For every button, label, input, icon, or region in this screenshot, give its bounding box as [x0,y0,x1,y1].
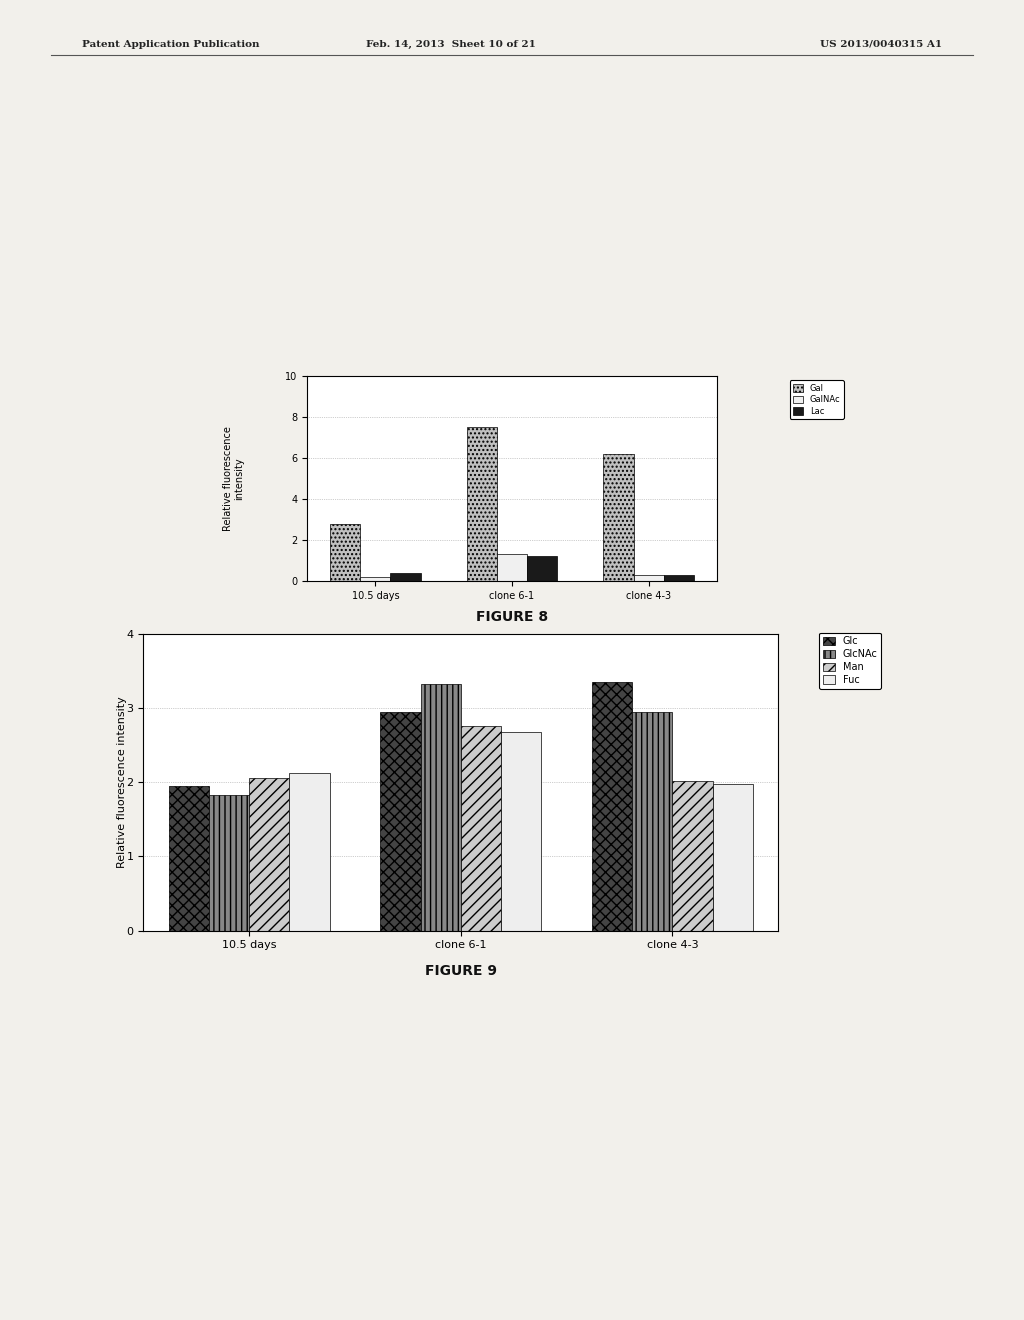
Bar [497,554,527,581]
Bar [169,785,209,931]
Bar [380,711,421,931]
Bar [249,779,290,931]
Text: FIGURE 9: FIGURE 9 [425,964,497,978]
Text: Patent Application Publication: Patent Application Publication [82,40,259,49]
Bar [527,556,557,581]
Bar [713,784,753,931]
Legend: Gal, GalNAc, Lac: Gal, GalNAc, Lac [790,380,844,418]
Bar [390,573,421,581]
Y-axis label: Relative fluorescence intensity: Relative fluorescence intensity [118,696,127,869]
Bar [673,780,713,931]
Bar [603,454,634,581]
Bar [331,524,360,581]
Bar [664,574,693,581]
Bar [501,731,542,931]
Bar [421,684,461,931]
Text: FIGURE 8: FIGURE 8 [476,610,548,624]
Text: Feb. 14, 2013  Sheet 10 of 21: Feb. 14, 2013 Sheet 10 of 21 [366,40,536,49]
Bar [209,796,249,931]
Text: US 2013/0040315 A1: US 2013/0040315 A1 [820,40,942,49]
Bar [634,574,664,581]
Bar [632,711,673,931]
Bar [592,682,632,931]
Y-axis label: Relative fluorescence
intensity: Relative fluorescence intensity [222,426,245,531]
Bar [360,577,390,581]
Bar [467,428,497,581]
Legend: Glc, GlcNAc, Man, Fuc: Glc, GlcNAc, Man, Fuc [819,632,882,689]
Bar [461,726,501,931]
Bar [290,774,330,931]
